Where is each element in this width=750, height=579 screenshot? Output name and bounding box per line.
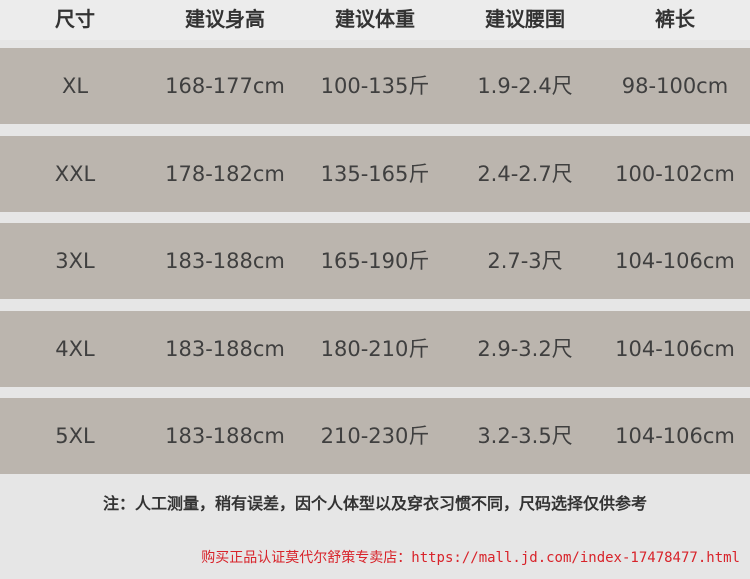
table-row: 5XL 183-188cm 210-230斤 3.2-3.5尺 104-106cm xyxy=(0,398,750,474)
header-cell: 建议腰围 xyxy=(485,7,565,31)
table-cell: 165-190斤 xyxy=(320,249,430,273)
table-row: 3XL 183-188cm 165-190斤 2.7-3尺 104-106cm xyxy=(0,223,750,299)
table-cell: 183-188cm xyxy=(165,336,285,361)
table-cell: 5XL xyxy=(55,424,95,448)
note: 注：人工测量，稍有误差，因个人体型以及穿衣习惯不同，尺码选择仅供参考 xyxy=(102,494,647,513)
table-row: 4XL 183-188cm 180-210斤 2.9-3.2尺 104-106cm xyxy=(0,310,750,387)
table-cell: 180-210斤 xyxy=(320,336,430,361)
table-cell: 104-106cm xyxy=(615,424,735,448)
table-cell: 183-188cm xyxy=(165,424,285,448)
table-row: XXL 178-182cm 135-165斤 2.4-2.7尺 100-102cm xyxy=(0,135,750,212)
header-cell: 尺寸 xyxy=(55,7,95,31)
table-cell: 2.7-3尺 xyxy=(487,249,563,273)
table-cell: 98-100cm xyxy=(621,74,729,98)
table-cell: 1.9-2.4尺 xyxy=(477,74,573,98)
table-cell: 100-102cm xyxy=(615,161,735,186)
header-cell: 建议身高 xyxy=(185,7,265,31)
table-cell: 104-106cm xyxy=(615,249,735,273)
header-row: 尺寸 建议身高 建议体重 建议腰围 裤长 xyxy=(0,0,750,40)
table-cell: 100-135斤 xyxy=(320,74,430,98)
table-cell: 168-177cm xyxy=(165,74,285,98)
table-cell: XL xyxy=(61,74,89,98)
table-cell: 135-165斤 xyxy=(320,161,430,186)
table-cell: 210-230斤 xyxy=(320,424,430,448)
table-cell: 2.4-2.7尺 xyxy=(477,161,573,186)
table-cell: 104-106cm xyxy=(615,336,735,361)
table-cell: 3.2-3.5尺 xyxy=(477,424,573,448)
header-cell: 裤长 xyxy=(655,7,695,31)
table-cell: 2.9-3.2尺 xyxy=(477,336,573,361)
table-cell: 178-182cm xyxy=(165,161,285,186)
table-cell: XXL xyxy=(54,161,96,186)
table-row: XL 168-177cm 100-135斤 1.9-2.4尺 98-100cm xyxy=(0,48,750,124)
table-cell: 4XL xyxy=(55,336,95,361)
header-cell: 建议体重 xyxy=(335,7,415,31)
table-cell: 183-188cm xyxy=(165,249,285,273)
table-cell: 3XL xyxy=(55,249,95,273)
store-footer: 购买正品认证莫代尔舒策专卖店：https://mall.jd.com/index… xyxy=(201,550,740,566)
